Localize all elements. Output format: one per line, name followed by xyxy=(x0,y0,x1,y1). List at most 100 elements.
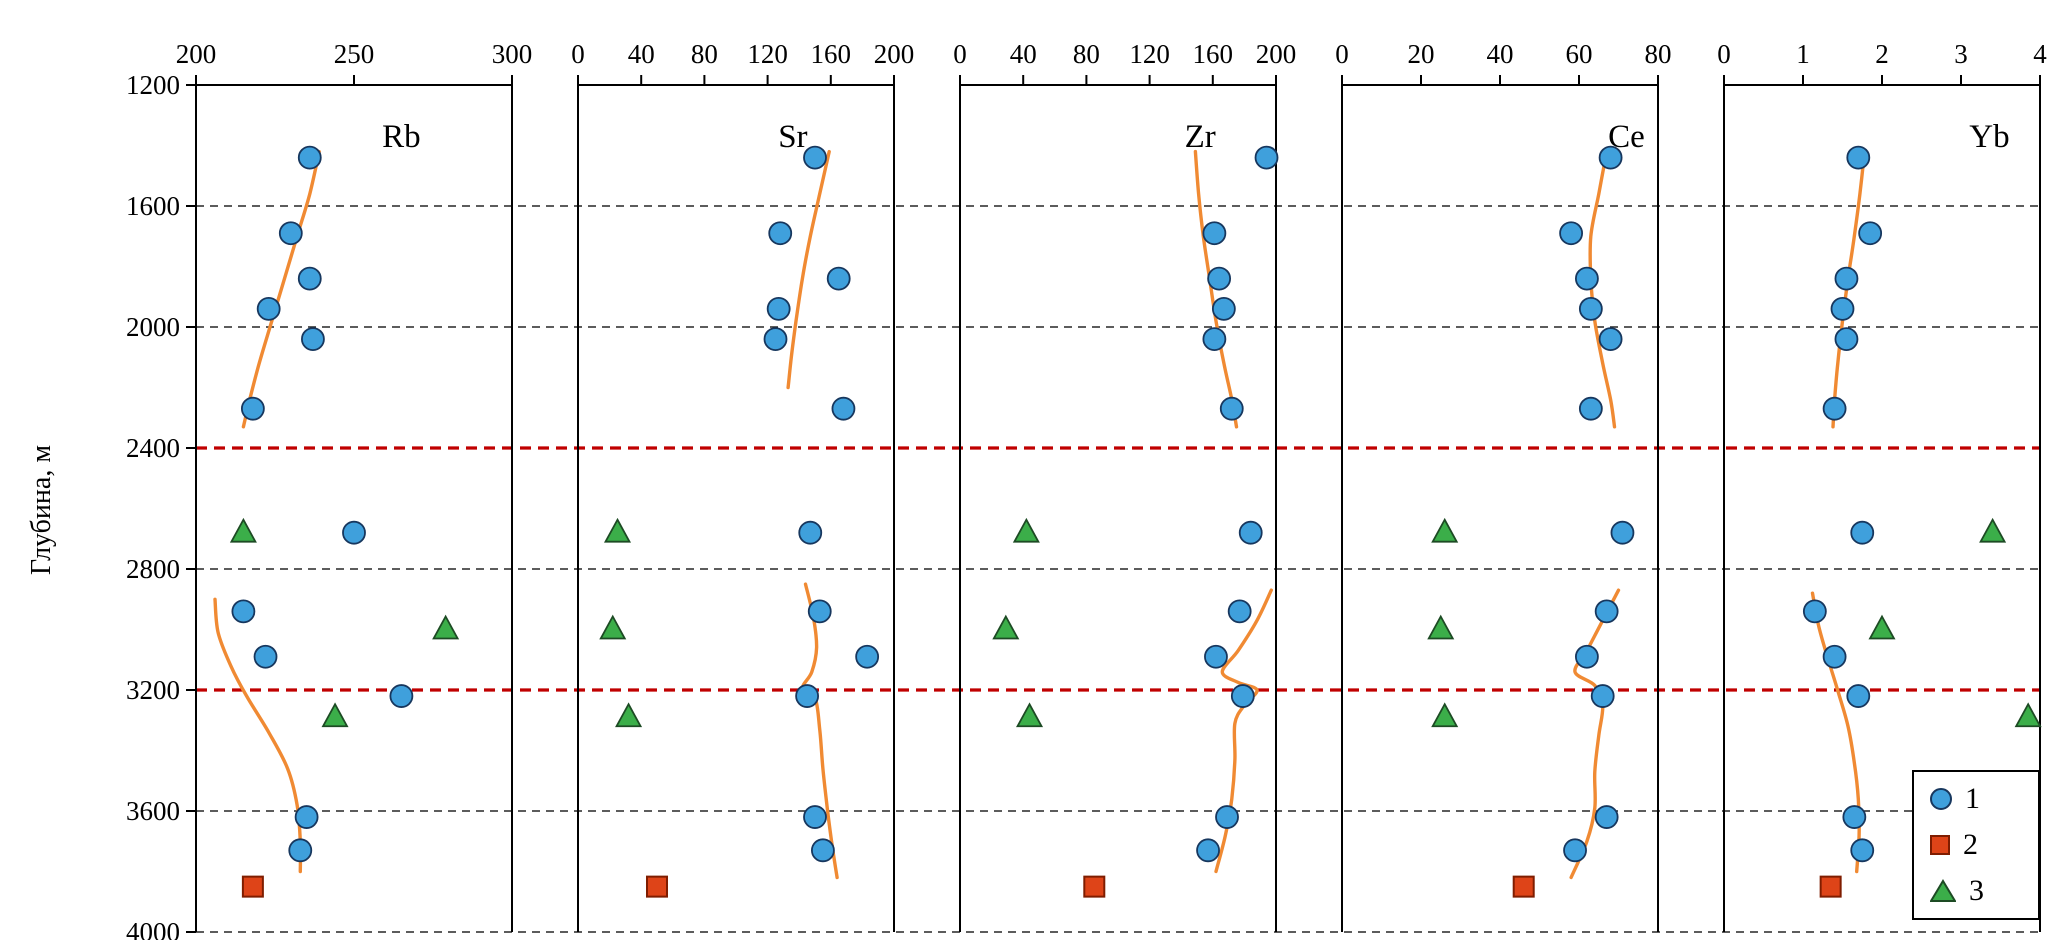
panel-Rb: 200 250 300 Rb xyxy=(176,39,533,932)
data-point-triangle xyxy=(1431,517,1459,543)
data-point-circle xyxy=(240,396,265,421)
data-point-triangle xyxy=(1868,614,1896,640)
data-point-circle xyxy=(1254,145,1279,170)
data-point-circle xyxy=(811,838,835,863)
data-point-triangle xyxy=(1431,702,1459,728)
data-point-square xyxy=(241,875,264,898)
data-point-circle xyxy=(766,296,791,321)
data-point-circle xyxy=(1202,327,1227,352)
legend-label: 2 xyxy=(1963,828,1978,861)
data-point-circle xyxy=(1211,296,1236,321)
data-point-triangle xyxy=(2014,702,2042,728)
panel-border xyxy=(195,84,513,932)
data-point-triangle xyxy=(1427,614,1455,640)
data-point-triangle xyxy=(603,517,632,543)
y-tick-label: 1600 xyxy=(126,191,180,221)
x-tick-label: 200 xyxy=(176,39,217,69)
data-point-circle xyxy=(1575,266,1599,291)
data-point-circle xyxy=(803,805,827,829)
data-point-circle xyxy=(1578,296,1603,321)
data-point-circle xyxy=(1842,805,1867,829)
trend-line xyxy=(800,582,839,880)
y-axis-label: Глубина, м xyxy=(26,444,57,575)
y-tick-label: 4000 xyxy=(126,917,180,940)
x-tick-label: 80 xyxy=(1645,39,1672,69)
data-point-circle xyxy=(297,145,322,170)
data-point-square xyxy=(1083,875,1106,898)
x-tick-label: 160 xyxy=(1193,39,1234,69)
data-point-triangle xyxy=(1979,517,2007,543)
trend-line xyxy=(1214,588,1273,874)
data-point-circle xyxy=(795,684,819,708)
panel-Yb: 0 1 2 3 4 Yb xyxy=(1717,39,2047,932)
panel-border xyxy=(1341,84,1659,932)
data-point-circle xyxy=(288,838,313,863)
x-tick-label: 160 xyxy=(811,39,852,69)
x-tick-label: 300 xyxy=(492,39,533,69)
x-tick-label: 120 xyxy=(1129,39,1170,69)
data-point-circle xyxy=(768,221,793,246)
data-point-circle xyxy=(1610,520,1635,545)
data-point-circle xyxy=(278,221,303,246)
data-point-circle xyxy=(855,644,880,669)
data-point-triangle xyxy=(229,517,257,543)
x-tick-label: 60 xyxy=(1566,39,1593,69)
data-point-triangle xyxy=(599,614,627,640)
data-point-circle xyxy=(1846,684,1871,708)
data-point-triangle xyxy=(1012,517,1040,543)
data-point-circle xyxy=(1215,805,1239,829)
trend-line xyxy=(241,149,321,429)
x-tick-label: 40 xyxy=(628,39,655,69)
x-tick-label: 1 xyxy=(1796,39,1810,69)
x-tick-label: 40 xyxy=(1010,39,1037,69)
data-point-circle xyxy=(294,805,319,829)
panel-Zr: 0 40 80 120 160 200 Zr xyxy=(953,39,1296,932)
data-point-triangle xyxy=(615,702,643,728)
data-point-circle xyxy=(1830,296,1855,321)
data-point-circle xyxy=(1598,145,1623,170)
triangle-marker-icon xyxy=(1930,879,1956,902)
x-tick-label: 20 xyxy=(1408,39,1435,69)
data-point-circle xyxy=(798,520,823,545)
data-point-circle xyxy=(1559,221,1583,246)
panel-Sr: 0 40 80 120 160 200 Sr xyxy=(571,39,914,932)
square-marker-icon xyxy=(1930,835,1950,855)
data-point-circle xyxy=(389,684,414,708)
data-point-circle xyxy=(807,599,832,624)
data-point-triangle xyxy=(992,614,1020,640)
legend-label: 3 xyxy=(1969,874,1984,907)
trend-line xyxy=(1588,149,1617,429)
data-point-circle xyxy=(1850,838,1875,863)
circle-marker-icon xyxy=(1930,788,1952,810)
x-tick-label: 0 xyxy=(571,39,585,69)
trend-line xyxy=(1569,588,1621,880)
x-tick-label: 40 xyxy=(1487,39,1514,69)
data-point-circle xyxy=(1230,684,1255,708)
legend-item-circle: 1 xyxy=(1930,780,2038,818)
data-point-circle xyxy=(1578,396,1603,421)
data-point-circle xyxy=(1822,396,1847,421)
legend: 1 2 3 xyxy=(1912,770,2040,920)
y-tick-label: 3200 xyxy=(126,675,180,705)
data-point-triangle xyxy=(321,702,349,728)
panel-title: Yb xyxy=(1969,119,2009,155)
data-point-triangle xyxy=(1016,702,1044,728)
panel-title: Sr xyxy=(778,119,807,155)
data-point-circle xyxy=(1850,520,1875,545)
data-point-circle xyxy=(1575,644,1599,669)
legend-item-triangle: 3 xyxy=(1930,872,2038,910)
x-tick-label: 2 xyxy=(1875,39,1889,69)
data-point-circle xyxy=(1590,684,1615,708)
data-point-circle xyxy=(1563,838,1587,863)
data-point-triangle xyxy=(432,614,460,640)
x-tick-label: 0 xyxy=(1717,39,1731,69)
data-point-square xyxy=(646,875,668,898)
trend-line xyxy=(1810,591,1861,874)
y-tick-label: 2800 xyxy=(126,554,180,584)
data-point-circle xyxy=(1834,266,1859,291)
data-point-circle xyxy=(297,266,322,291)
data-point-circle xyxy=(1858,221,1883,246)
legend-item-square: 2 xyxy=(1930,826,2038,864)
